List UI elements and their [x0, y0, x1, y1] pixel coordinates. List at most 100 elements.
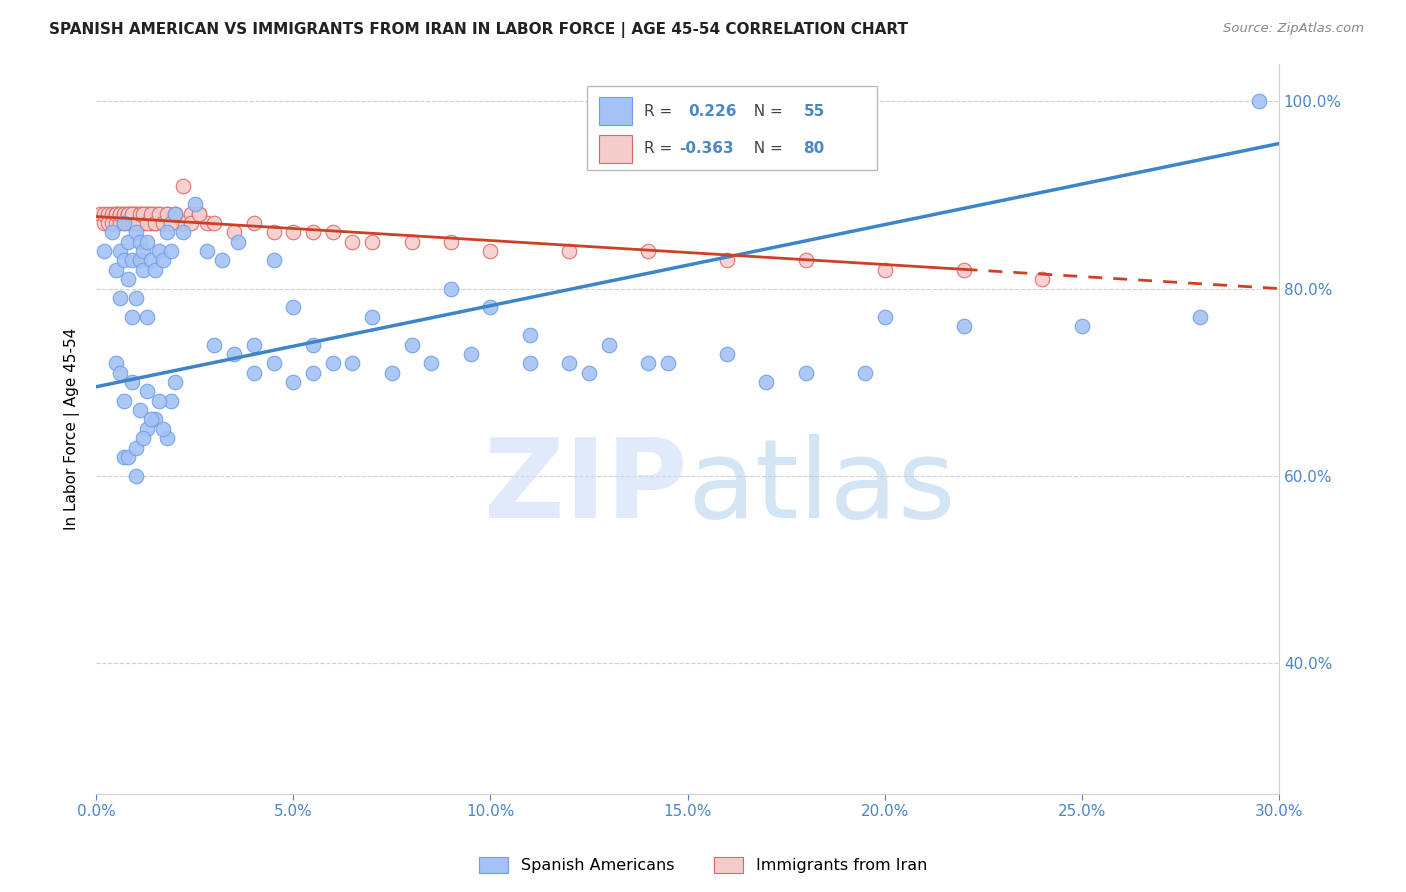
Point: [128, 235, 150, 249]
Point: [128, 253, 150, 268]
Point: [224, 226, 246, 240]
Point: [342, 356, 364, 370]
Point: [143, 216, 166, 230]
Point: [152, 253, 174, 268]
Point: [1031, 272, 1053, 286]
Point: [361, 235, 384, 249]
Point: [263, 253, 285, 268]
Point: [283, 300, 305, 314]
Point: [124, 468, 146, 483]
Point: [1070, 318, 1092, 333]
Point: [401, 235, 423, 249]
Point: [952, 262, 974, 277]
Point: [117, 216, 139, 230]
Point: [152, 216, 174, 230]
Point: [152, 422, 174, 436]
Point: [117, 207, 139, 221]
Point: [93, 216, 115, 230]
Point: [224, 347, 246, 361]
Point: [128, 216, 150, 230]
Point: [124, 216, 146, 230]
Point: [148, 393, 170, 408]
Point: [101, 207, 124, 221]
Text: 80: 80: [803, 141, 825, 156]
Point: [117, 207, 139, 221]
Point: [141, 412, 163, 426]
Text: N =: N =: [744, 103, 787, 119]
Point: [558, 356, 581, 370]
Point: [163, 207, 186, 221]
Point: [136, 207, 159, 221]
Point: [112, 207, 135, 221]
Point: [121, 207, 143, 221]
Point: [1249, 95, 1271, 109]
Point: [93, 207, 115, 221]
Point: [322, 226, 344, 240]
Point: [519, 356, 541, 370]
Point: [117, 272, 139, 286]
Point: [132, 216, 155, 230]
Point: [657, 356, 679, 370]
Bar: [599, 97, 631, 125]
Point: [97, 207, 120, 221]
Point: [108, 207, 131, 221]
Point: [163, 207, 186, 221]
Point: [401, 337, 423, 351]
Point: [143, 207, 166, 221]
Point: [226, 235, 249, 249]
Point: [263, 356, 285, 370]
Point: [143, 216, 166, 230]
Point: [195, 216, 218, 230]
Point: [873, 310, 896, 324]
Point: [136, 422, 159, 436]
Point: [460, 347, 482, 361]
Point: [136, 216, 159, 230]
Point: [440, 281, 463, 295]
Text: N =: N =: [744, 141, 787, 156]
Point: [101, 226, 124, 240]
Point: [148, 244, 170, 259]
Text: 55: 55: [803, 103, 825, 119]
Point: [132, 207, 155, 221]
Point: [519, 328, 541, 343]
Point: [104, 207, 127, 221]
Point: [104, 207, 127, 221]
Point: [342, 235, 364, 249]
Point: [112, 207, 135, 221]
Text: ZIP: ZIP: [484, 434, 688, 541]
Point: [322, 356, 344, 370]
Point: [156, 226, 179, 240]
Point: [156, 431, 179, 445]
Point: [136, 310, 159, 324]
Point: [160, 393, 183, 408]
Point: [283, 375, 305, 389]
Point: [141, 253, 163, 268]
Point: [124, 226, 146, 240]
Point: [637, 244, 659, 259]
Point: [143, 262, 166, 277]
Point: [794, 366, 817, 380]
Point: [302, 226, 325, 240]
Point: [716, 253, 738, 268]
Point: [302, 337, 325, 351]
Point: [755, 375, 778, 389]
Point: [187, 207, 209, 221]
Point: [148, 207, 170, 221]
Point: [211, 253, 233, 268]
Point: [195, 244, 218, 259]
Point: [128, 403, 150, 417]
Point: [243, 216, 266, 230]
Point: [163, 207, 186, 221]
Point: [152, 216, 174, 230]
Point: [243, 337, 266, 351]
Point: [112, 253, 135, 268]
Point: [204, 337, 226, 351]
Point: [180, 207, 202, 221]
Point: [156, 207, 179, 221]
Point: [136, 384, 159, 399]
Point: [172, 178, 194, 193]
Point: [598, 337, 620, 351]
Point: [108, 366, 131, 380]
Text: atlas: atlas: [688, 434, 956, 541]
Point: [121, 310, 143, 324]
